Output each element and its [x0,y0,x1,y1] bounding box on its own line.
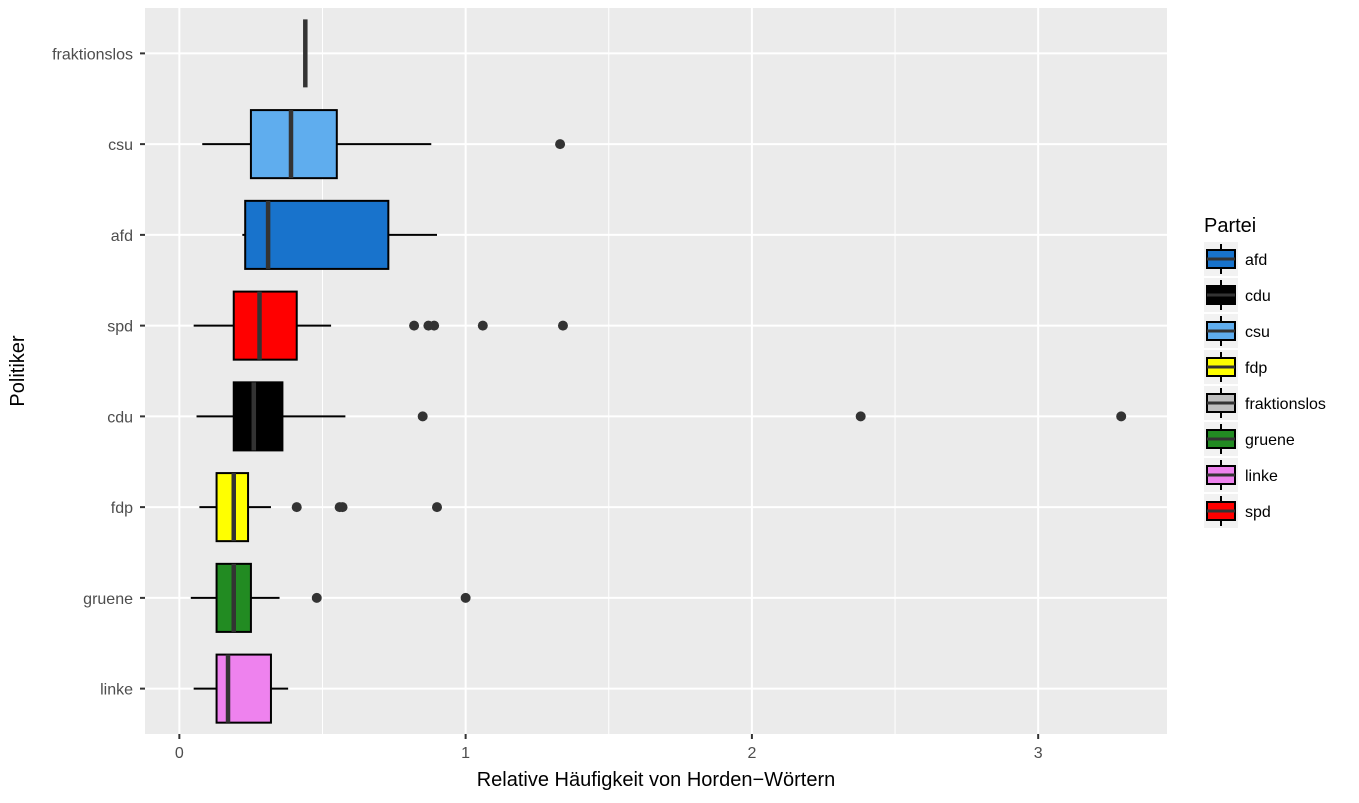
y-tick-label: linke [100,682,133,699]
legend-entries: afd cdu csu fdp fraktionslos gruene linke spd [1204,242,1326,528]
legend-label: fraktionslos [1245,396,1326,413]
legend-label: csu [1245,324,1270,341]
legend-entry-csu: csu [1204,314,1270,348]
legend-label: afd [1245,252,1267,269]
legend-label: linke [1245,468,1278,485]
legend-label: fdp [1245,360,1267,377]
y-axis: fraktionslos csu afd spd cdu fdp gruene linke [52,46,145,699]
outlier-point [409,320,420,331]
y-tick-label: csu [108,137,133,154]
y-tick-label: afd [111,228,133,245]
legend-entry-gruene: gruene [1204,422,1295,456]
box-iqr [249,109,338,180]
outlier-point [337,502,348,513]
outlier-point [855,411,866,422]
outlier-point [311,592,322,603]
outlier-point [460,592,471,603]
legend-entry-linke: linke [1204,458,1278,492]
box-iqr [232,381,284,452]
x-axis: 0 1 2 3 [175,734,1043,762]
box-iqr [232,290,298,361]
legend-entry-spd: spd [1204,494,1271,528]
y-tick-label: fdp [111,500,133,517]
legend-entry-fraktionslos: fraktionslos [1204,386,1326,420]
x-tick-label: 0 [175,745,184,762]
x-tick-label: 3 [1034,745,1043,762]
box-fdp [199,472,442,543]
legend-entry-fdp: fdp [1204,350,1267,384]
legend-label: gruene [1245,432,1295,449]
box-spd [193,290,568,361]
outlier-point [432,502,442,513]
legend-label: spd [1245,504,1271,521]
box-csu [202,109,566,180]
boxes [190,19,1127,724]
x-axis-title: Relative Häufigkeit von Horden−Wörtern [477,769,836,791]
x-tick-label: 2 [747,745,756,762]
legend-entry-afd: afd [1204,242,1267,276]
y-axis-title: Politiker [7,335,29,406]
legend-label: cdu [1245,288,1271,305]
legend-title: Partei [1204,215,1256,237]
outlier-point [1116,411,1127,422]
box-cdu [196,381,1127,452]
outlier-point [429,320,440,331]
y-tick-label: cdu [107,409,133,426]
x-tick-label: 1 [461,745,470,762]
outlier-point [477,320,488,331]
box-linke [193,653,289,724]
legend-entry-cdu: cdu [1204,278,1271,312]
outlier-point [555,139,566,150]
box-afd [242,199,437,270]
y-tick-label: spd [107,319,133,336]
y-tick-label: fraktionslos [52,46,133,63]
outlier-point [291,502,302,513]
legend: Partei afd cdu csu fdp fraktionslos gruene lin… [1204,215,1326,528]
y-tick-label: gruene [83,591,133,608]
box-iqr [215,653,272,724]
outlier-point [417,411,428,422]
outlier-point [557,320,568,331]
box-gruene [190,562,471,633]
